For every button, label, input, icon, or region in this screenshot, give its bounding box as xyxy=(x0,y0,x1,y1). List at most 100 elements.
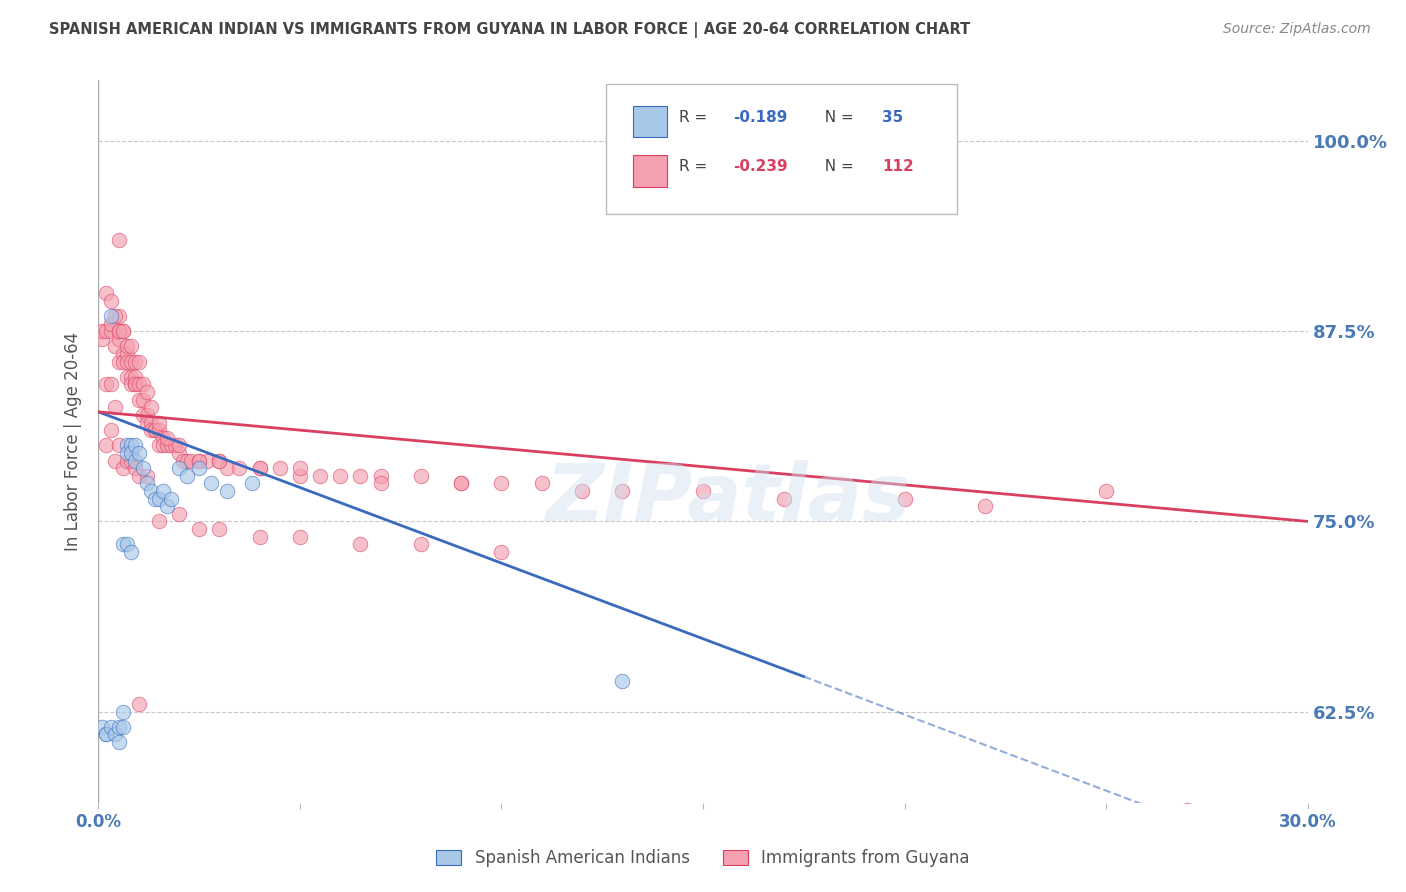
FancyBboxPatch shape xyxy=(633,155,666,187)
Point xyxy=(100,293,122,308)
Point xyxy=(107,324,129,338)
Point xyxy=(115,537,138,551)
Point xyxy=(120,545,142,559)
Text: -0.239: -0.239 xyxy=(734,160,787,175)
Point xyxy=(124,354,146,368)
Point xyxy=(409,468,432,483)
Point xyxy=(107,735,129,749)
Point xyxy=(128,468,150,483)
Text: R =: R = xyxy=(679,160,711,175)
Point xyxy=(103,309,125,323)
Point xyxy=(139,483,162,498)
Point xyxy=(208,453,231,467)
Point xyxy=(156,431,179,445)
Point xyxy=(143,423,166,437)
Point xyxy=(111,720,134,734)
Point xyxy=(148,438,170,452)
Point xyxy=(96,286,118,301)
Point xyxy=(111,324,134,338)
Point xyxy=(349,468,371,483)
Point xyxy=(217,483,239,498)
Point xyxy=(208,453,231,467)
Point xyxy=(329,468,352,483)
Point xyxy=(91,324,114,338)
Point xyxy=(135,385,157,400)
Point xyxy=(156,499,179,513)
FancyBboxPatch shape xyxy=(606,84,957,214)
Point xyxy=(195,453,218,467)
Point xyxy=(167,507,190,521)
Point xyxy=(103,453,125,467)
Point xyxy=(172,453,194,467)
Point xyxy=(148,491,170,506)
Y-axis label: In Labor Force | Age 20-64: In Labor Force | Age 20-64 xyxy=(65,332,83,551)
Point xyxy=(96,727,118,741)
Point xyxy=(111,347,134,361)
Text: N =: N = xyxy=(815,110,859,125)
Point xyxy=(128,697,150,711)
Point xyxy=(309,468,332,483)
Point xyxy=(208,522,231,536)
Point xyxy=(111,354,134,368)
Point xyxy=(1095,483,1118,498)
Point xyxy=(128,392,150,407)
Point xyxy=(893,491,915,506)
Point xyxy=(100,720,122,734)
Point xyxy=(96,377,118,392)
Point xyxy=(288,530,311,544)
Text: N =: N = xyxy=(815,160,859,175)
Point xyxy=(124,377,146,392)
Point xyxy=(107,720,129,734)
FancyBboxPatch shape xyxy=(633,105,666,137)
Point xyxy=(148,515,170,529)
Point xyxy=(571,483,593,498)
Point xyxy=(128,446,150,460)
Point xyxy=(163,438,186,452)
Point xyxy=(120,453,142,467)
Point xyxy=(135,416,157,430)
Point xyxy=(139,416,162,430)
Text: Source: ZipAtlas.com: Source: ZipAtlas.com xyxy=(1223,22,1371,37)
Point xyxy=(107,233,129,247)
Point xyxy=(120,370,142,384)
Point xyxy=(115,453,138,467)
Point xyxy=(91,720,114,734)
Point xyxy=(111,324,134,338)
Point xyxy=(120,438,142,452)
Point xyxy=(217,461,239,475)
Point xyxy=(269,461,291,475)
Point xyxy=(612,483,634,498)
Point xyxy=(120,339,142,353)
Point xyxy=(152,431,174,445)
Point xyxy=(139,423,162,437)
Point xyxy=(288,468,311,483)
Point xyxy=(124,377,146,392)
Point xyxy=(491,476,513,491)
Point xyxy=(249,461,271,475)
Point xyxy=(450,476,472,491)
Point xyxy=(167,438,190,452)
Text: R =: R = xyxy=(679,110,711,125)
Legend: Spanish American Indians, Immigrants from Guyana: Spanish American Indians, Immigrants fro… xyxy=(430,843,976,874)
Point xyxy=(135,408,157,422)
Point xyxy=(228,461,250,475)
Point xyxy=(772,491,794,506)
Point xyxy=(188,461,211,475)
Point xyxy=(156,438,179,452)
Point xyxy=(370,476,392,491)
Point xyxy=(167,461,190,475)
Point xyxy=(107,332,129,346)
Point xyxy=(91,332,114,346)
Point xyxy=(107,309,129,323)
Point xyxy=(115,354,138,368)
Point xyxy=(115,347,138,361)
Point xyxy=(100,423,122,437)
Point xyxy=(115,370,138,384)
Point xyxy=(409,537,432,551)
Point xyxy=(96,727,118,741)
Point xyxy=(288,461,311,475)
Point xyxy=(111,537,134,551)
Point xyxy=(160,491,183,506)
Point xyxy=(148,416,170,430)
Point xyxy=(132,461,155,475)
